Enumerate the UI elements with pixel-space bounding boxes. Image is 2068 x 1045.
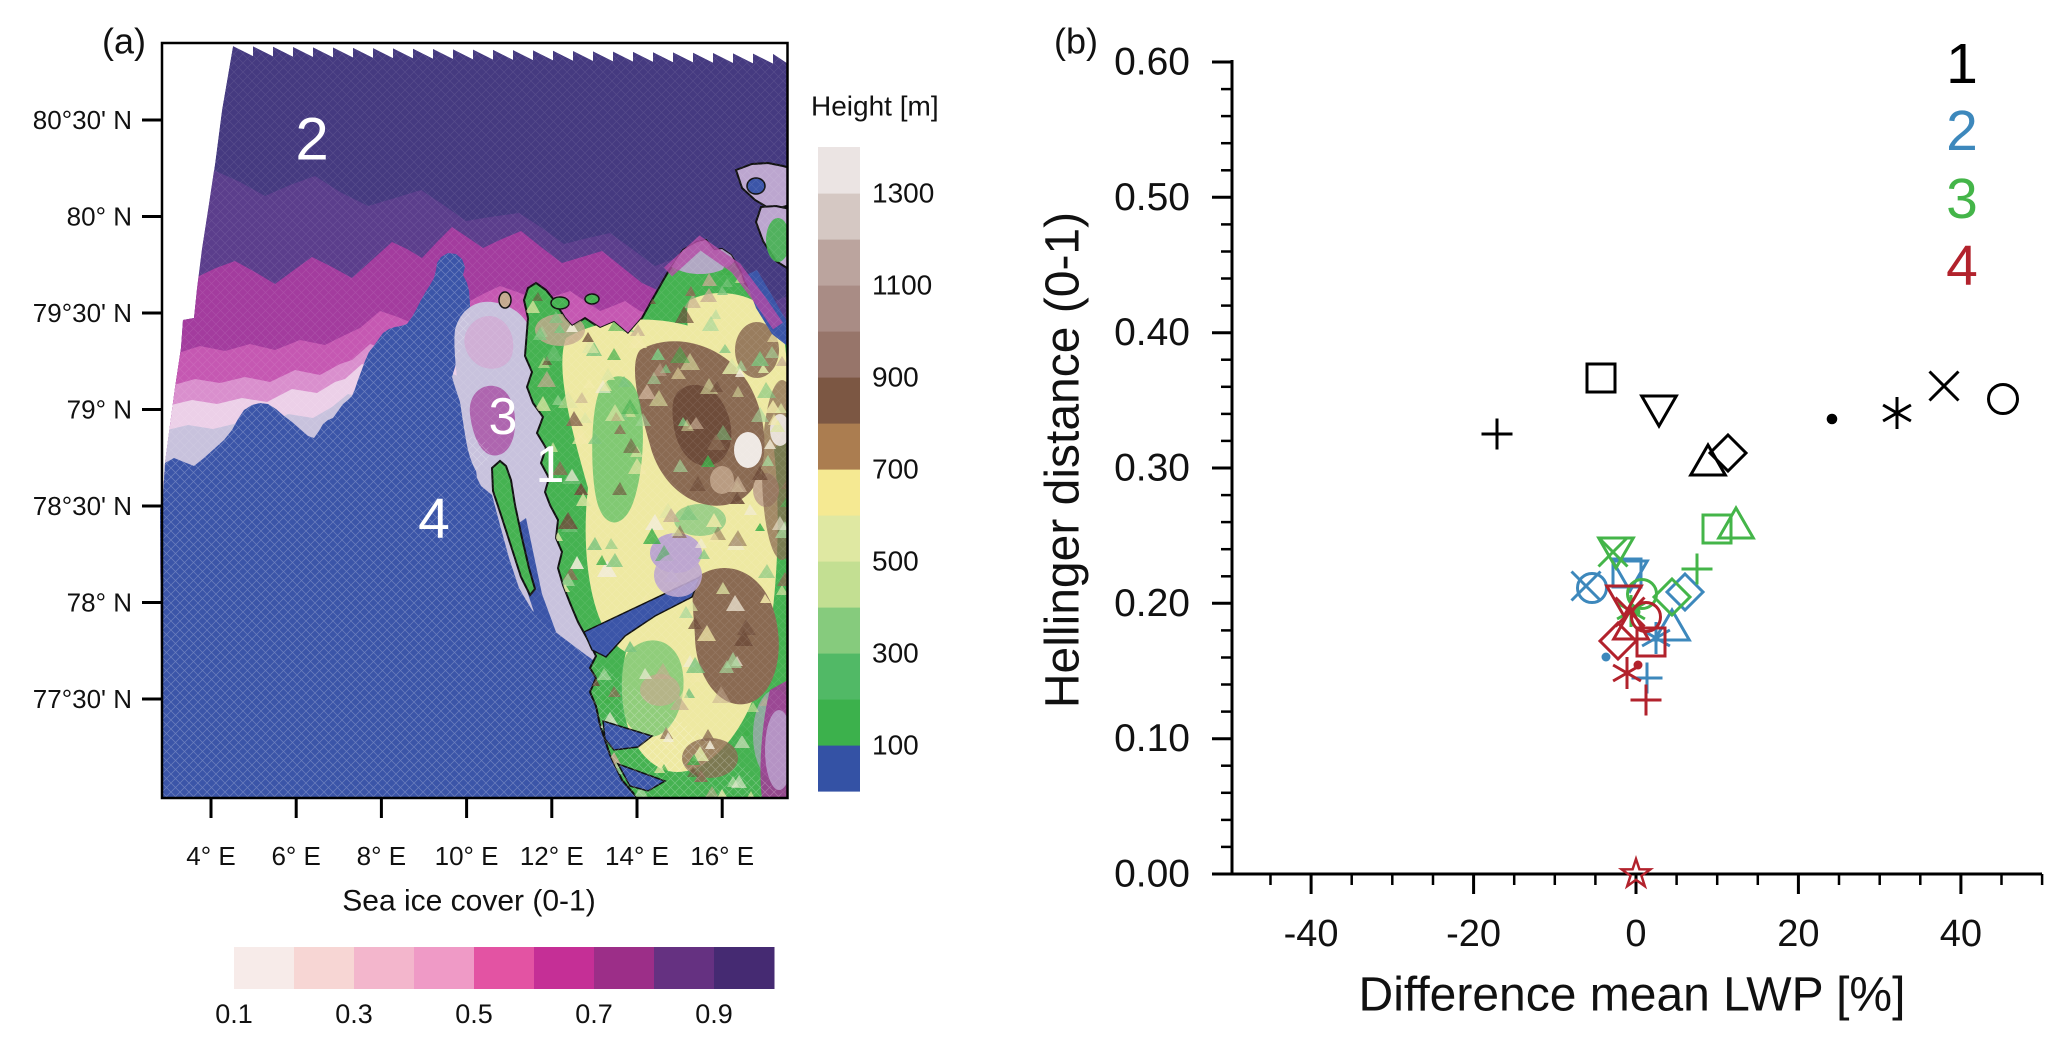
svg-text:12° E: 12° E	[520, 841, 584, 871]
svg-text:20: 20	[1777, 913, 1819, 955]
svg-text:Height [m]: Height [m]	[811, 91, 939, 122]
svg-text:Sea ice cover (0-1): Sea ice cover (0-1)	[342, 885, 595, 918]
svg-text:78° N: 78° N	[67, 588, 132, 618]
svg-text:8° E: 8° E	[357, 841, 406, 871]
svg-text:0.60: 0.60	[1114, 41, 1190, 84]
svg-text:2: 2	[295, 106, 328, 173]
svg-text:79°30' N: 79°30' N	[33, 298, 132, 328]
svg-text:79° N: 79° N	[67, 395, 132, 425]
svg-text:0.20: 0.20	[1114, 582, 1190, 625]
svg-text:0: 0	[1625, 913, 1646, 955]
svg-text:0.40: 0.40	[1114, 311, 1190, 354]
svg-text:6° E: 6° E	[271, 841, 320, 871]
svg-text:4: 4	[418, 487, 450, 551]
svg-text:40: 40	[1940, 913, 1982, 955]
svg-text:0.00: 0.00	[1114, 853, 1190, 896]
svg-text:4: 4	[1946, 234, 1978, 298]
svg-text:2: 2	[1946, 99, 1978, 163]
svg-text:-40: -40	[1284, 913, 1339, 955]
svg-text:700: 700	[872, 454, 919, 485]
svg-text:(a): (a)	[102, 21, 146, 62]
svg-text:Difference mean LWP [%]: Difference mean LWP [%]	[1359, 969, 1906, 1022]
svg-text:-20: -20	[1446, 913, 1501, 955]
svg-text:Hellinger distance (0-1): Hellinger distance (0-1)	[1037, 212, 1090, 708]
svg-text:10° E: 10° E	[435, 841, 499, 871]
svg-text:4° E: 4° E	[186, 841, 235, 871]
svg-text:16° E: 16° E	[690, 841, 754, 871]
svg-text:0.30: 0.30	[1114, 447, 1190, 490]
svg-text:3: 3	[1946, 167, 1978, 231]
svg-text:78°30' N: 78°30' N	[33, 491, 132, 521]
svg-text:80° N: 80° N	[67, 202, 132, 232]
svg-text:0.10: 0.10	[1114, 717, 1190, 760]
svg-text:300: 300	[872, 638, 919, 669]
svg-text:0.9: 0.9	[695, 999, 733, 1029]
svg-text:1100: 1100	[872, 270, 932, 301]
svg-text:77°30' N: 77°30' N	[33, 684, 132, 714]
svg-text:100: 100	[872, 730, 919, 761]
svg-text:900: 900	[872, 362, 919, 393]
svg-text:1300: 1300	[872, 178, 934, 209]
svg-text:14° E: 14° E	[605, 841, 669, 871]
svg-text:500: 500	[872, 546, 919, 577]
svg-text:(b): (b)	[1054, 21, 1098, 62]
svg-text:0.5: 0.5	[455, 999, 493, 1029]
svg-text:3: 3	[489, 388, 518, 446]
svg-text:1: 1	[1946, 32, 1978, 96]
svg-text:0.1: 0.1	[215, 999, 253, 1029]
svg-text:1: 1	[536, 436, 565, 494]
svg-text:0.50: 0.50	[1114, 176, 1190, 219]
svg-text:80°30' N: 80°30' N	[33, 105, 132, 135]
svg-text:0.7: 0.7	[575, 999, 613, 1029]
svg-text:0.3: 0.3	[335, 999, 373, 1029]
